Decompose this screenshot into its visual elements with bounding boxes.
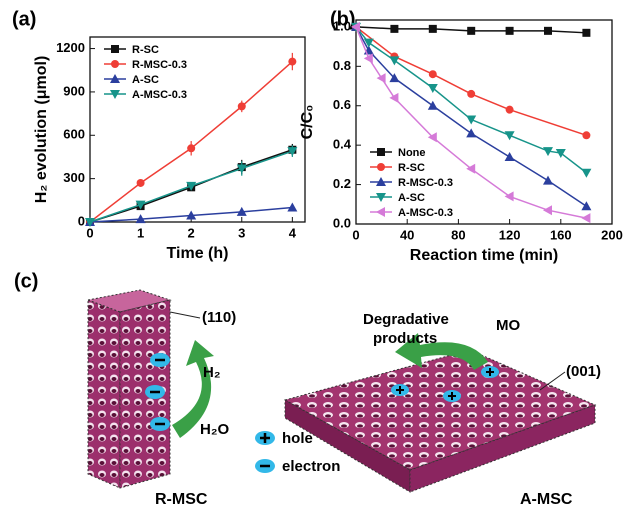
legend-label: R-MSC-0.3 [132, 59, 187, 71]
x-tick-label: 3 [238, 225, 245, 240]
marker [429, 70, 437, 78]
legend-label: A-SC [132, 74, 159, 86]
marker [389, 56, 399, 65]
y-tick-label: 0.4 [333, 137, 352, 152]
marker [377, 73, 386, 83]
marker [428, 101, 438, 110]
legend-marker [376, 207, 385, 217]
facet-label: (110) [202, 309, 236, 326]
legend-label: R-SC [132, 44, 159, 56]
legend-marker [111, 45, 119, 53]
x-tick-label: 4 [289, 225, 297, 240]
slab-top [285, 350, 595, 470]
x-axis-label: Reaction time (min) [410, 247, 558, 264]
legend-electron [255, 459, 275, 473]
marker [581, 169, 591, 178]
marker [505, 131, 515, 140]
legend-label: R-SC [398, 162, 425, 174]
marker [582, 131, 590, 139]
series-line [356, 27, 586, 173]
marker [187, 144, 195, 152]
left-name: R-MSC [155, 491, 208, 508]
x-tick-label: 160 [550, 227, 572, 242]
marker [429, 25, 437, 33]
marker [137, 179, 145, 187]
legend-label: A-MSC-0.3 [398, 207, 453, 219]
mo-label: MO [496, 317, 520, 334]
x-tick-label: 80 [451, 227, 465, 242]
h2-label: H₂ [203, 364, 221, 381]
y-tick-label: 0.8 [333, 58, 351, 73]
x-tick-label: 1 [137, 225, 144, 240]
hole-label: hole [282, 430, 313, 447]
prism-left [88, 300, 120, 488]
x-tick-label: 0 [352, 227, 359, 242]
x-axis-label: Time (h) [167, 245, 229, 262]
y-tick-label: 300 [63, 170, 85, 185]
marker [556, 149, 566, 158]
y-tick-label: 900 [63, 83, 85, 98]
marker [581, 213, 590, 223]
pointer [170, 312, 200, 318]
legend-label: R-MSC-0.3 [398, 177, 453, 189]
x-tick-label: 120 [499, 227, 521, 242]
facet-label: (001) [566, 363, 601, 380]
y-axis-label: H₂ evolution (μmol) [33, 56, 50, 204]
marker [287, 203, 297, 212]
marker [466, 128, 476, 137]
y-tick-label: 0.6 [333, 97, 351, 112]
x-tick-label: 2 [188, 225, 195, 240]
marker [390, 25, 398, 33]
y-tick-label: 1200 [56, 40, 85, 55]
marker [467, 27, 475, 35]
legend-label: A-MSC-0.3 [132, 89, 187, 101]
marker [581, 201, 591, 210]
y-tick-label: 0.0 [333, 215, 351, 230]
panel-label: (c) [14, 270, 38, 292]
legend-label: A-SC [398, 192, 425, 204]
y-tick-label: 600 [63, 127, 85, 142]
products-label: Degradative [363, 311, 449, 328]
x-tick-label: 0 [86, 225, 93, 240]
marker [466, 116, 476, 125]
legend-marker [377, 163, 385, 171]
marker [364, 53, 373, 63]
marker [544, 27, 552, 35]
products-label: products [373, 330, 437, 347]
figure: (c) (110) H₂ H₂O hole electron R-MSC Deg… [0, 0, 627, 510]
y-tick-label: 0.2 [333, 176, 351, 191]
marker [389, 93, 398, 103]
y-tick-label: 0 [78, 213, 85, 228]
marker [506, 106, 514, 114]
x-tick-label: 40 [400, 227, 414, 242]
marker [238, 102, 246, 110]
diagram: (c) (110) H₂ H₂O hole electron R-MSC Deg… [14, 270, 601, 508]
plot-frame [356, 20, 612, 224]
marker [543, 205, 552, 215]
right-name: A-MSC [520, 491, 573, 508]
marker [543, 176, 553, 185]
electron-label: electron [282, 458, 340, 475]
marker [582, 29, 590, 37]
y-axis-label: C/C₀ [299, 105, 316, 140]
legend-hole [255, 431, 275, 445]
h2o-label: H₂O [200, 421, 229, 438]
y-tick-label: 1.0 [333, 18, 351, 33]
marker [505, 152, 515, 161]
legend-label: None [398, 147, 426, 159]
panel-label: (a) [12, 8, 36, 30]
legend-marker [377, 148, 385, 156]
x-tick-label: 200 [601, 227, 623, 242]
marker [288, 58, 296, 66]
marker [467, 90, 475, 98]
legend-marker [111, 60, 119, 68]
marker [506, 27, 514, 35]
